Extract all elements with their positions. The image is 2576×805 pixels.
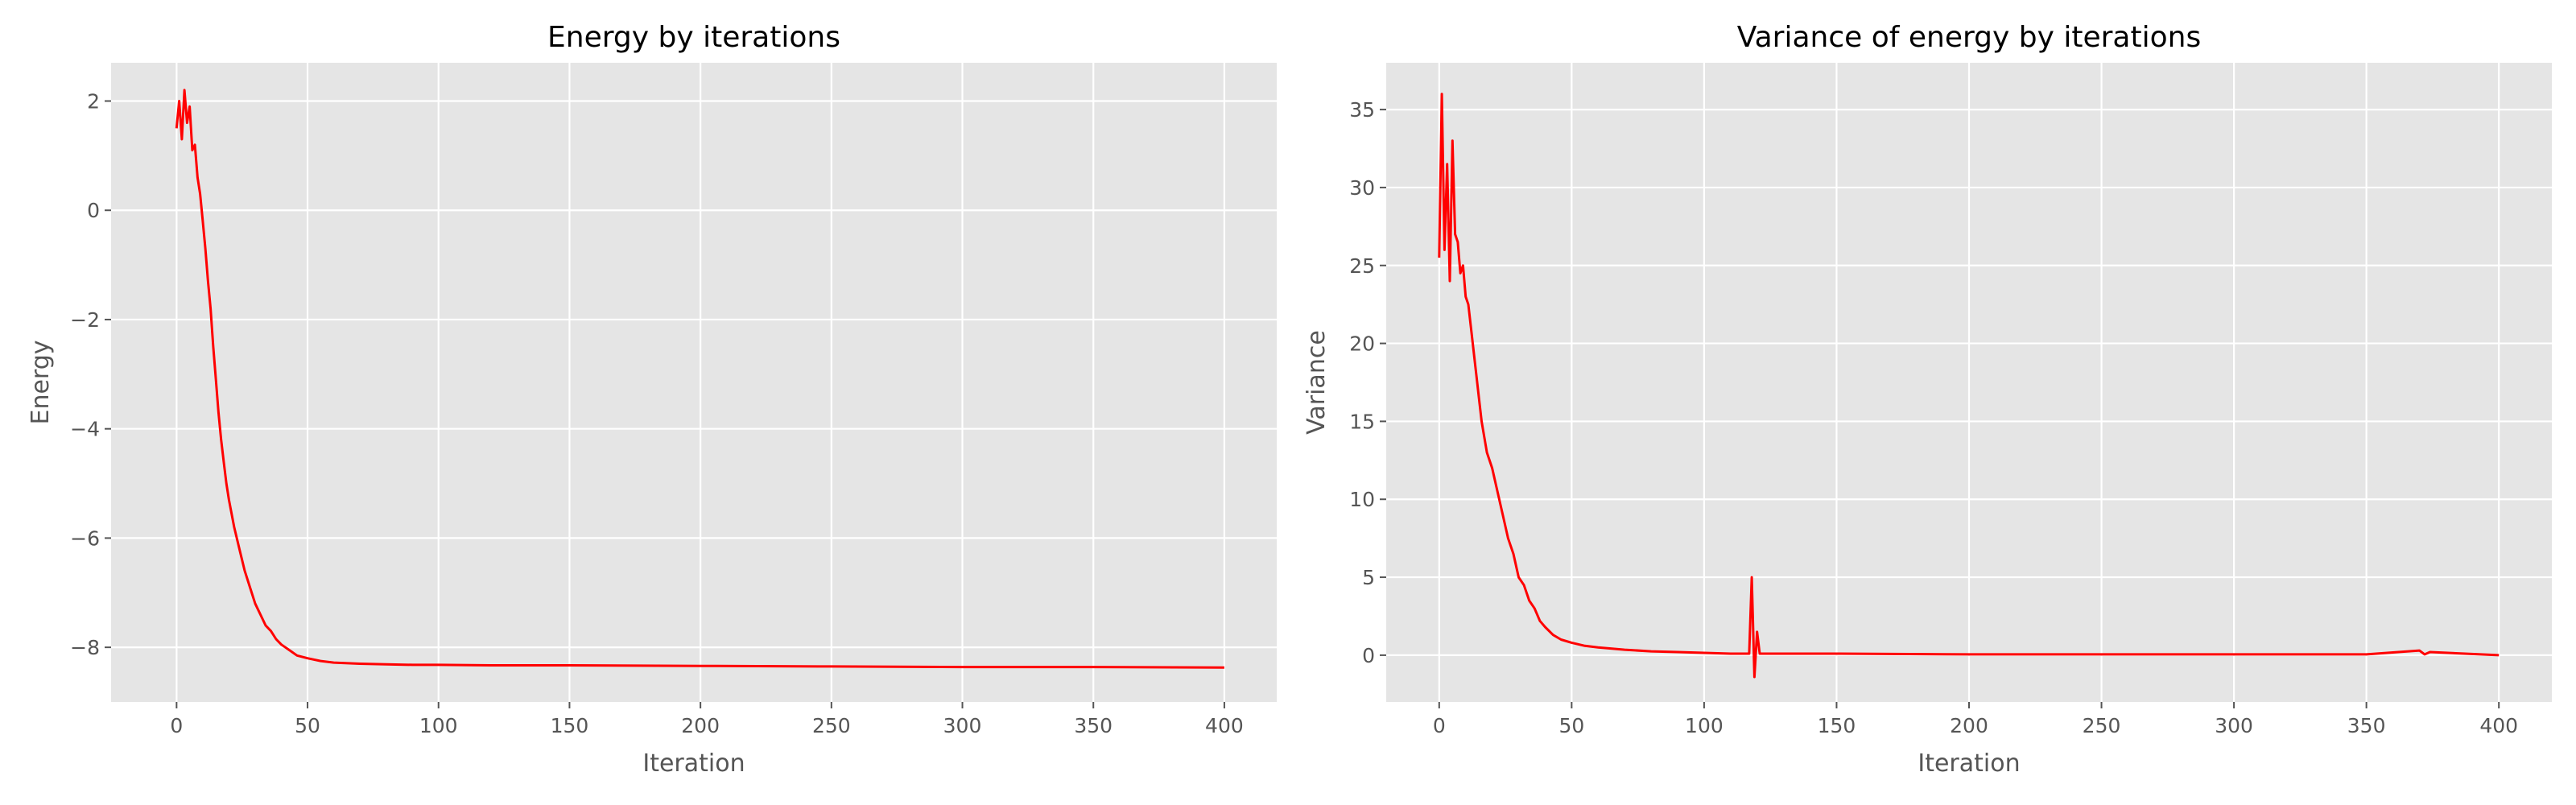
energy-series bbox=[175, 89, 1224, 669]
energy-x-tick-label: 400 bbox=[1205, 714, 1244, 737]
energy-x-tick-label: 350 bbox=[1074, 714, 1113, 737]
energy-plot-area bbox=[111, 63, 1277, 702]
energy-x-tick-label: 250 bbox=[812, 714, 851, 737]
variance-y-tick-label: 15 bbox=[1349, 410, 1375, 433]
energy-x-tick-label: 150 bbox=[551, 714, 589, 737]
variance-y-tick-label: 35 bbox=[1349, 98, 1375, 122]
variance-x-tick-label: 100 bbox=[1685, 714, 1724, 737]
variance-x-tick-label: 300 bbox=[2215, 714, 2253, 737]
variance-x-tick-label: 150 bbox=[1818, 714, 1856, 737]
energy-series-line bbox=[175, 89, 1224, 669]
energy-y-tick-label: −8 bbox=[70, 636, 100, 659]
energy-y-tick-label: 0 bbox=[87, 199, 100, 222]
variance-chart: 0 50 100 150 200 250 300 350 400 0 5 10 15 20 25 30 35 V… bbox=[1302, 21, 2552, 778]
variance-x-tick-label: 250 bbox=[2083, 714, 2121, 737]
variance-y-tick-label: 25 bbox=[1349, 254, 1375, 278]
variance-series-line bbox=[1438, 93, 2500, 679]
variance-x-tick-label: 50 bbox=[1558, 714, 1584, 737]
energy-chart-title: Energy by iterations bbox=[547, 21, 840, 54]
energy-y-axis-label: Energy bbox=[27, 340, 55, 424]
variance-grid bbox=[1386, 63, 2552, 702]
variance-y-tick-label: 30 bbox=[1349, 176, 1375, 200]
variance-x-tick-label: 400 bbox=[2479, 714, 2518, 737]
variance-y-tick-label: 5 bbox=[1362, 566, 1375, 589]
variance-x-axis-label: Iteration bbox=[1918, 749, 2020, 778]
energy-x-tick-label: 200 bbox=[681, 714, 720, 737]
energy-x-tick-label: 0 bbox=[170, 714, 183, 737]
energy-ticks: 0 50 100 150 200 250 300 350 400 −8 −6 −4 −2 0 2 bbox=[70, 90, 1244, 737]
energy-x-tick-label: 50 bbox=[295, 714, 320, 737]
variance-y-tick-label: 20 bbox=[1349, 332, 1375, 356]
energy-grid bbox=[111, 63, 1277, 702]
variance-ticks: 0 50 100 150 200 250 300 350 400 0 5 10 15 20 25 30 35 bbox=[1349, 98, 2518, 737]
energy-y-tick-label: −4 bbox=[70, 418, 100, 441]
variance-chart-title: Variance of energy by iterations bbox=[1737, 21, 2201, 54]
energy-y-tick-label: −6 bbox=[70, 526, 100, 550]
energy-y-tick-label: 2 bbox=[87, 90, 100, 114]
variance-x-tick-label: 200 bbox=[1950, 714, 1988, 737]
variance-x-tick-label: 350 bbox=[2347, 714, 2386, 737]
energy-y-tick-label: −2 bbox=[70, 308, 100, 332]
energy-x-tick-label: 100 bbox=[419, 714, 458, 737]
variance-series bbox=[1438, 93, 2500, 679]
energy-x-tick-label: 300 bbox=[943, 714, 982, 737]
energy-chart: 0 50 100 150 200 250 300 350 400 −8 −6 −4 −2 0 2 Energ… bbox=[27, 21, 1277, 778]
variance-y-tick-label: 0 bbox=[1362, 644, 1375, 667]
variance-y-tick-label: 10 bbox=[1349, 488, 1375, 511]
variance-y-axis-label: Variance bbox=[1302, 330, 1331, 435]
energy-x-axis-label: Iteration bbox=[642, 749, 745, 778]
variance-x-tick-label: 0 bbox=[1433, 714, 1446, 737]
